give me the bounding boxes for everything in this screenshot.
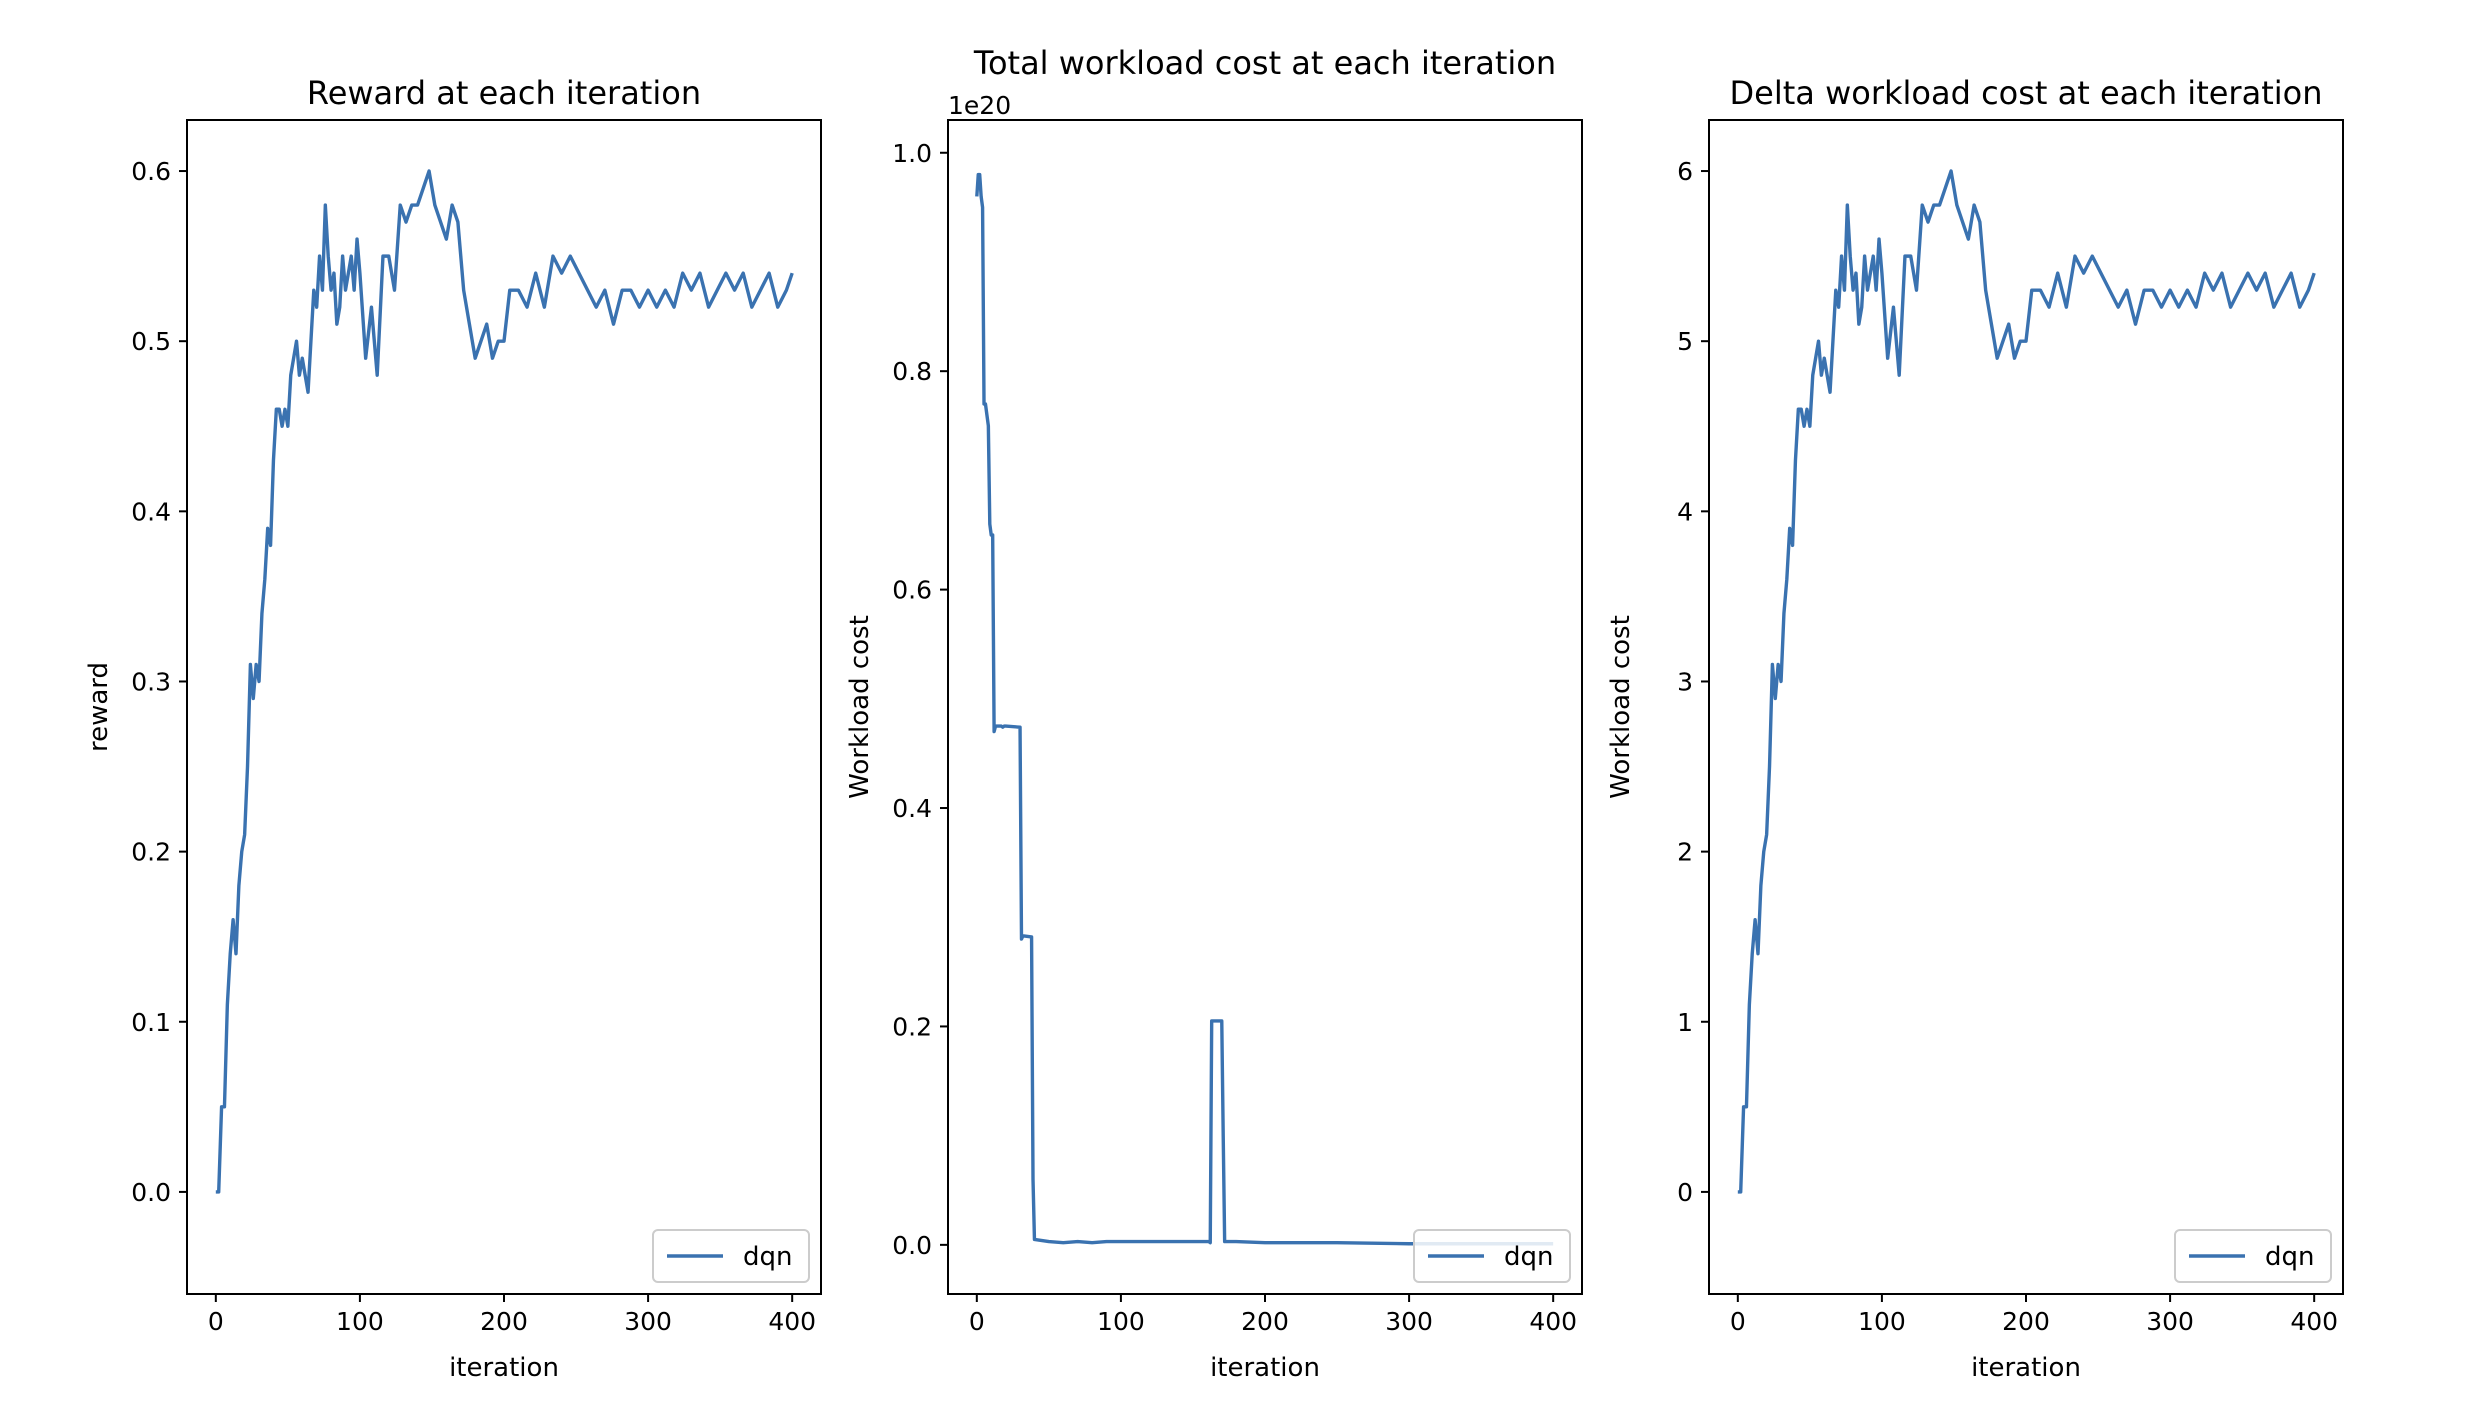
x-axis-label: iteration: [1210, 1353, 1320, 1383]
x-tick-label: 300: [624, 1307, 672, 1336]
y-tick-label: 0.2: [131, 838, 171, 867]
legend-box: [1413, 1229, 1571, 1283]
y-tick-label: 2: [1677, 838, 1693, 867]
chart-title: Reward at each iteration: [307, 74, 701, 112]
y-tick-label: 3: [1677, 667, 1693, 696]
y-tick-label: 4: [1677, 497, 1693, 526]
x-tick-label: 400: [1529, 1307, 1577, 1336]
axes-frame: [186, 119, 822, 1295]
legend-label: dqn: [2265, 1242, 2315, 1272]
subplot-2: 0 100 200 300 400 0.0 0.2 0.4 0.6 0.8 1.0 Total wor…: [845, 44, 1583, 1383]
y-axis-label: Workload cost: [845, 615, 875, 799]
x-axis-label: iteration: [449, 1353, 559, 1383]
y-tick-label: 0.4: [131, 497, 171, 526]
chart-title: Total workload cost at each iteration: [973, 44, 1556, 82]
legend-label: dqn: [743, 1242, 793, 1272]
x-tick-label: 0: [208, 1307, 224, 1336]
y-tick-label: 0.3: [131, 667, 171, 696]
axis-offset-text: 1e20: [948, 91, 1011, 120]
y-tick-label: 0.6: [892, 576, 932, 605]
axes-frame: [1708, 119, 2344, 1295]
x-tick-label: 200: [480, 1307, 528, 1336]
series-line-dqn: [975, 172, 1554, 1246]
x-tick-label: 300: [2146, 1307, 2194, 1336]
legend-label: dqn: [1504, 1242, 1554, 1272]
y-tick-label: 0.5: [131, 327, 171, 356]
y-tick-label: 0.6: [131, 157, 171, 186]
legend-box: [652, 1229, 810, 1283]
y-tick-label: 6: [1677, 157, 1693, 186]
y-tick-label: 1: [1677, 1008, 1693, 1037]
y-tick-label: 1.0: [892, 139, 932, 168]
y-tick-label: 0.0: [892, 1231, 932, 1260]
x-tick-label: 400: [2290, 1307, 2338, 1336]
y-tick-label: 0.2: [892, 1012, 932, 1041]
y-axis-label: Workload cost: [1606, 615, 1636, 799]
legend: dqn: [1413, 1229, 1571, 1283]
x-tick-label: 0: [1730, 1307, 1746, 1336]
series-line-dqn: [215, 169, 794, 1194]
x-tick-label: 100: [336, 1307, 384, 1336]
series-line-dqn: [1737, 169, 2316, 1194]
x-tick-label: 200: [1241, 1307, 1289, 1336]
x-tick-label: 100: [1858, 1307, 1906, 1336]
axes-frame: [947, 119, 1583, 1295]
y-tick-label: 0.4: [892, 794, 932, 823]
x-tick-label: 100: [1097, 1307, 1145, 1336]
x-tick-label: 200: [2002, 1307, 2050, 1336]
subplot-1: 0 100 200 300 400 0.0 0.1 0.2 0.3 0.4 0.5 0.6 Reward…: [84, 74, 822, 1383]
x-tick-label: 300: [1385, 1307, 1433, 1336]
legend: dqn: [2174, 1229, 2332, 1283]
legend: dqn: [652, 1229, 810, 1283]
subplot-3: 0 100 200 300 400 0 1 2 3 4 5 6 Delta workload cost …: [1606, 74, 2344, 1383]
legend-box: [2174, 1229, 2332, 1283]
y-axis-label: reward: [84, 662, 114, 752]
y-tick-label: 0.0: [131, 1178, 171, 1207]
y-tick-label: 0.8: [892, 357, 932, 386]
y-tick-label: 0.1: [131, 1008, 171, 1037]
y-tick-label: 5: [1677, 327, 1693, 356]
x-tick-label: 0: [969, 1307, 985, 1336]
chart-title: Delta workload cost at each iteration: [1730, 74, 2323, 112]
y-tick-label: 0: [1677, 1178, 1693, 1207]
x-axis-label: iteration: [1971, 1353, 2081, 1383]
x-tick-label: 400: [768, 1307, 816, 1336]
